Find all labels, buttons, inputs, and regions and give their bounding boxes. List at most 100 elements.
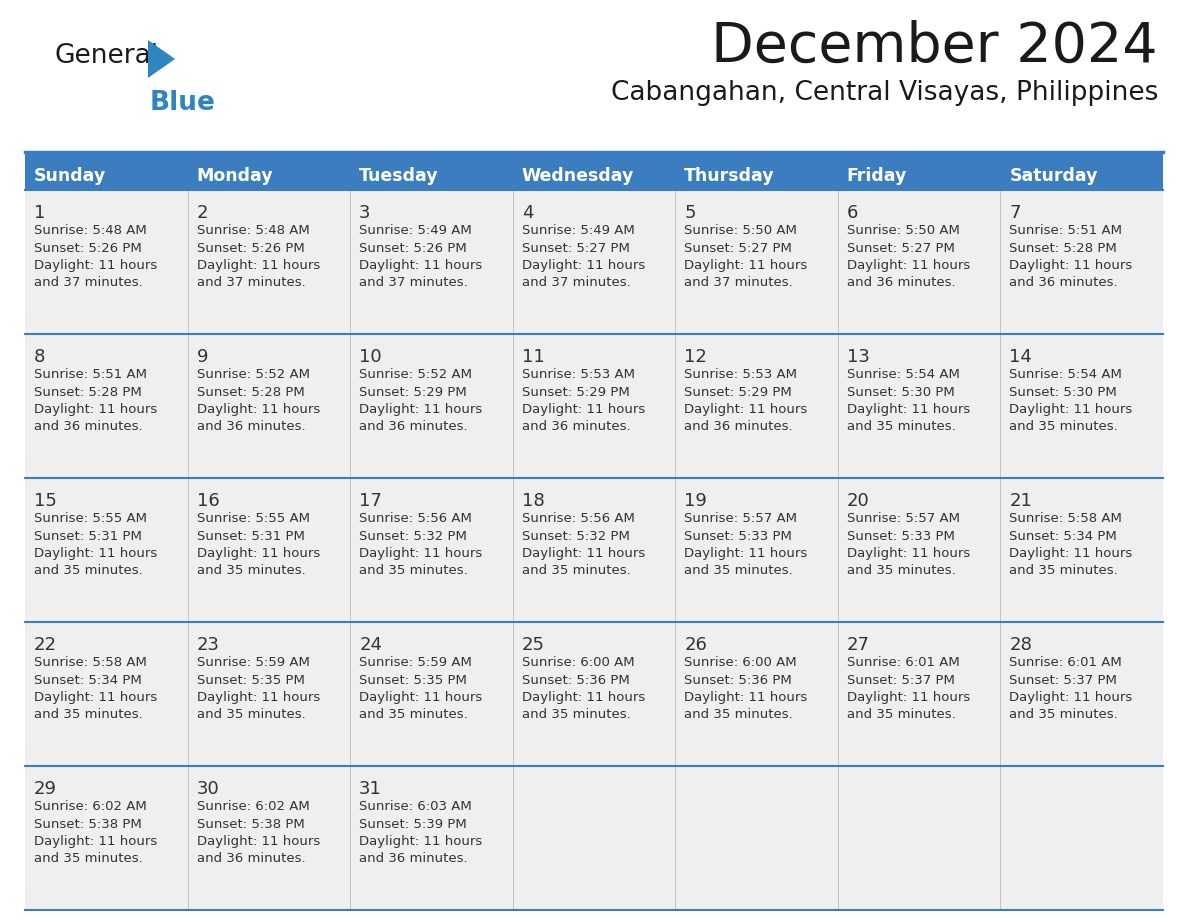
Text: and 35 minutes.: and 35 minutes. <box>847 709 955 722</box>
Text: Sunset: 5:29 PM: Sunset: 5:29 PM <box>684 386 792 398</box>
Text: Daylight: 11 hours: Daylight: 11 hours <box>1010 259 1132 272</box>
Text: Sunset: 5:32 PM: Sunset: 5:32 PM <box>522 530 630 543</box>
Text: Sunrise: 5:59 AM: Sunrise: 5:59 AM <box>359 656 472 669</box>
Text: Daylight: 11 hours: Daylight: 11 hours <box>359 835 482 848</box>
Text: Sunrise: 5:55 AM: Sunrise: 5:55 AM <box>34 512 147 525</box>
Text: and 37 minutes.: and 37 minutes. <box>359 276 468 289</box>
Text: 8: 8 <box>34 348 45 366</box>
Text: Daylight: 11 hours: Daylight: 11 hours <box>1010 691 1132 704</box>
Bar <box>25 766 1163 910</box>
Text: Daylight: 11 hours: Daylight: 11 hours <box>196 835 320 848</box>
Text: Sunset: 5:30 PM: Sunset: 5:30 PM <box>847 386 955 398</box>
Text: 26: 26 <box>684 636 707 654</box>
Text: Daylight: 11 hours: Daylight: 11 hours <box>847 403 971 416</box>
Text: Daylight: 11 hours: Daylight: 11 hours <box>684 403 808 416</box>
Text: 24: 24 <box>359 636 383 654</box>
Text: and 37 minutes.: and 37 minutes. <box>684 276 794 289</box>
Text: and 36 minutes.: and 36 minutes. <box>359 853 468 866</box>
Text: 12: 12 <box>684 348 707 366</box>
Text: 27: 27 <box>847 636 870 654</box>
Text: Sunset: 5:35 PM: Sunset: 5:35 PM <box>359 674 467 687</box>
Text: Daylight: 11 hours: Daylight: 11 hours <box>847 547 971 560</box>
Text: 29: 29 <box>34 780 57 798</box>
Text: and 36 minutes.: and 36 minutes. <box>359 420 468 433</box>
Text: Cabangahan, Central Visayas, Philippines: Cabangahan, Central Visayas, Philippines <box>611 80 1158 106</box>
Text: Daylight: 11 hours: Daylight: 11 hours <box>34 835 157 848</box>
Text: Sunset: 5:37 PM: Sunset: 5:37 PM <box>847 674 955 687</box>
Text: Daylight: 11 hours: Daylight: 11 hours <box>1010 403 1132 416</box>
Text: Daylight: 11 hours: Daylight: 11 hours <box>196 259 320 272</box>
Text: 21: 21 <box>1010 492 1032 510</box>
Text: Sunrise: 6:00 AM: Sunrise: 6:00 AM <box>684 656 797 669</box>
Text: Daylight: 11 hours: Daylight: 11 hours <box>359 547 482 560</box>
Text: and 37 minutes.: and 37 minutes. <box>34 276 143 289</box>
Text: 4: 4 <box>522 204 533 222</box>
Text: and 35 minutes.: and 35 minutes. <box>34 565 143 577</box>
Text: 18: 18 <box>522 492 544 510</box>
Text: Sunset: 5:35 PM: Sunset: 5:35 PM <box>196 674 304 687</box>
Text: Sunrise: 5:55 AM: Sunrise: 5:55 AM <box>196 512 310 525</box>
Text: Sunset: 5:39 PM: Sunset: 5:39 PM <box>359 818 467 831</box>
Text: and 36 minutes.: and 36 minutes. <box>847 276 955 289</box>
Text: and 36 minutes.: and 36 minutes. <box>34 420 143 433</box>
Text: Thursday: Thursday <box>684 167 775 185</box>
Text: Sunset: 5:27 PM: Sunset: 5:27 PM <box>522 241 630 254</box>
Text: Sunrise: 6:02 AM: Sunrise: 6:02 AM <box>196 800 309 813</box>
Text: Sunrise: 5:57 AM: Sunrise: 5:57 AM <box>684 512 797 525</box>
Text: Sunset: 5:27 PM: Sunset: 5:27 PM <box>847 241 955 254</box>
Text: Daylight: 11 hours: Daylight: 11 hours <box>684 547 808 560</box>
Text: and 35 minutes.: and 35 minutes. <box>684 565 794 577</box>
Text: Sunrise: 5:52 AM: Sunrise: 5:52 AM <box>359 368 472 381</box>
Text: 14: 14 <box>1010 348 1032 366</box>
Text: 10: 10 <box>359 348 381 366</box>
Text: 5: 5 <box>684 204 696 222</box>
Text: and 37 minutes.: and 37 minutes. <box>196 276 305 289</box>
Text: Sunrise: 5:49 AM: Sunrise: 5:49 AM <box>522 224 634 237</box>
Text: Sunset: 5:36 PM: Sunset: 5:36 PM <box>522 674 630 687</box>
Text: 11: 11 <box>522 348 544 366</box>
Text: and 35 minutes.: and 35 minutes. <box>684 709 794 722</box>
Text: Daylight: 11 hours: Daylight: 11 hours <box>522 259 645 272</box>
Text: and 36 minutes.: and 36 minutes. <box>522 420 631 433</box>
Text: 6: 6 <box>847 204 858 222</box>
Text: 19: 19 <box>684 492 707 510</box>
Text: Daylight: 11 hours: Daylight: 11 hours <box>34 547 157 560</box>
Text: Sunrise: 5:56 AM: Sunrise: 5:56 AM <box>359 512 472 525</box>
Bar <box>25 152 1163 190</box>
Text: Daylight: 11 hours: Daylight: 11 hours <box>359 403 482 416</box>
Text: and 35 minutes.: and 35 minutes. <box>196 709 305 722</box>
Bar <box>25 622 1163 766</box>
Text: 2: 2 <box>196 204 208 222</box>
Text: Sunset: 5:30 PM: Sunset: 5:30 PM <box>1010 386 1117 398</box>
Text: Sunset: 5:34 PM: Sunset: 5:34 PM <box>1010 530 1117 543</box>
Text: Sunset: 5:33 PM: Sunset: 5:33 PM <box>847 530 955 543</box>
Text: Sunset: 5:33 PM: Sunset: 5:33 PM <box>684 530 792 543</box>
Text: Sunset: 5:27 PM: Sunset: 5:27 PM <box>684 241 792 254</box>
Text: 15: 15 <box>34 492 57 510</box>
Text: Sunset: 5:29 PM: Sunset: 5:29 PM <box>359 386 467 398</box>
Text: Sunrise: 6:01 AM: Sunrise: 6:01 AM <box>1010 656 1123 669</box>
Text: Sunset: 5:37 PM: Sunset: 5:37 PM <box>1010 674 1117 687</box>
Text: Daylight: 11 hours: Daylight: 11 hours <box>34 691 157 704</box>
Text: Sunrise: 5:57 AM: Sunrise: 5:57 AM <box>847 512 960 525</box>
Text: Sunrise: 5:56 AM: Sunrise: 5:56 AM <box>522 512 634 525</box>
Text: and 36 minutes.: and 36 minutes. <box>196 420 305 433</box>
Text: Daylight: 11 hours: Daylight: 11 hours <box>34 403 157 416</box>
Text: Sunrise: 5:50 AM: Sunrise: 5:50 AM <box>847 224 960 237</box>
Text: 9: 9 <box>196 348 208 366</box>
Text: Sunrise: 5:54 AM: Sunrise: 5:54 AM <box>847 368 960 381</box>
Text: Daylight: 11 hours: Daylight: 11 hours <box>34 259 157 272</box>
Text: Sunrise: 5:58 AM: Sunrise: 5:58 AM <box>34 656 147 669</box>
Text: Daylight: 11 hours: Daylight: 11 hours <box>522 547 645 560</box>
Polygon shape <box>148 40 175 78</box>
Text: Daylight: 11 hours: Daylight: 11 hours <box>196 403 320 416</box>
Text: Sunrise: 5:50 AM: Sunrise: 5:50 AM <box>684 224 797 237</box>
Text: Sunrise: 6:03 AM: Sunrise: 6:03 AM <box>359 800 472 813</box>
Text: Friday: Friday <box>847 167 908 185</box>
Text: Sunrise: 5:52 AM: Sunrise: 5:52 AM <box>196 368 310 381</box>
Text: Sunset: 5:31 PM: Sunset: 5:31 PM <box>34 530 141 543</box>
Text: Sunday: Sunday <box>34 167 106 185</box>
Bar <box>25 478 1163 622</box>
Text: and 35 minutes.: and 35 minutes. <box>196 565 305 577</box>
Text: and 35 minutes.: and 35 minutes. <box>359 709 468 722</box>
